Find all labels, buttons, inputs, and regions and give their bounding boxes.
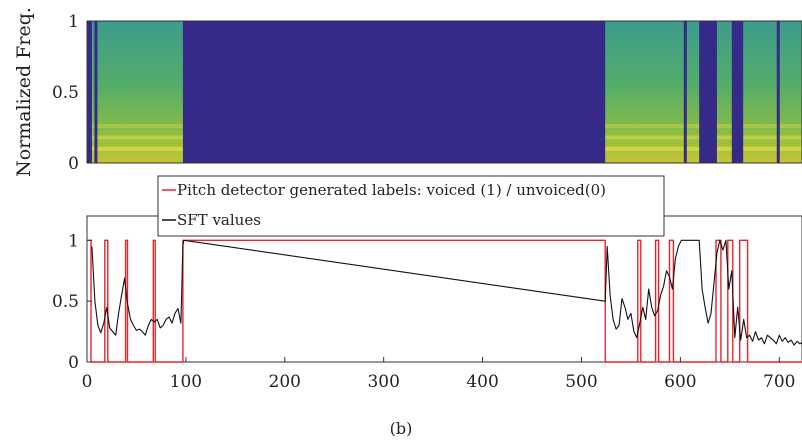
spectrogram-harmonic-band [91, 124, 183, 129]
x-tick-label: 600 [664, 372, 696, 392]
y-tick-label: 0 [68, 353, 79, 373]
spectrogram-y-tick-label: 0.5 [52, 83, 79, 103]
spectrogram-dark-stripe [740, 21, 744, 163]
legend-label-sft-values: SFT values [177, 211, 261, 229]
x-tick-label: 0 [82, 372, 93, 392]
x-tick-label: 500 [565, 372, 597, 392]
spectrogram-voiced-region [740, 21, 802, 163]
spectrogram-voiced-region [716, 21, 732, 163]
spectrogram-harmonic-band [740, 124, 802, 129]
line-plot-frame [86, 215, 802, 363]
legend: Pitch detector generated labels: voiced … [157, 175, 665, 237]
spectrogram-harmonic-band [605, 146, 700, 151]
x-tick-label: 300 [367, 372, 399, 392]
spectrogram-y-label: Normalized Freq. [13, 7, 35, 177]
y-tick-label: 0.5 [52, 292, 79, 312]
legend-label-pitch-labels: Pitch detector generated labels: voiced … [177, 181, 606, 199]
spectrogram-harmonic-band [716, 146, 732, 151]
series-line-sft-values [91, 239, 802, 346]
spectrogram-y-ticks: 00.51 [52, 12, 92, 174]
figure-caption: (b) [390, 419, 413, 438]
x-tick-label: 400 [466, 372, 498, 392]
line-plot-y-ticks: 00.51 [52, 231, 92, 373]
line-plot-panel [86, 215, 802, 363]
x-tick-label: 700 [763, 372, 795, 392]
spectrogram-dark-stripe [94, 21, 98, 163]
spectrogram-harmonic-band [740, 135, 802, 140]
spectrogram-panel [86, 20, 802, 164]
spectrogram-y-tick-label: 1 [68, 12, 79, 32]
spectrogram-harmonic-band [740, 146, 802, 151]
x-tick-label: 200 [269, 372, 301, 392]
spectrogram-harmonic-band [605, 135, 700, 140]
spectrogram-harmonic-band [716, 135, 732, 140]
legend-box [157, 175, 665, 237]
spectrogram-harmonic-band [716, 124, 732, 129]
y-tick-label: 1 [68, 231, 79, 251]
spectrogram-harmonic-band [91, 146, 183, 151]
spectrogram-harmonic-band [605, 124, 700, 129]
x-tick-label: 100 [170, 372, 202, 392]
spectrogram-voiced-region [91, 21, 183, 163]
line-plot-x-ticks: 0 100 200 300 400 500 600 700 [82, 357, 795, 392]
series-line-pitch-labels [87, 239, 802, 363]
spectrogram-dark-stripe [683, 21, 687, 163]
spectrogram-dark-stripe [776, 21, 780, 163]
spectrogram-y-tick-label: 0 [68, 154, 79, 174]
spectrogram-voiced-region [605, 21, 700, 163]
spectrogram-harmonic-band [91, 135, 183, 140]
